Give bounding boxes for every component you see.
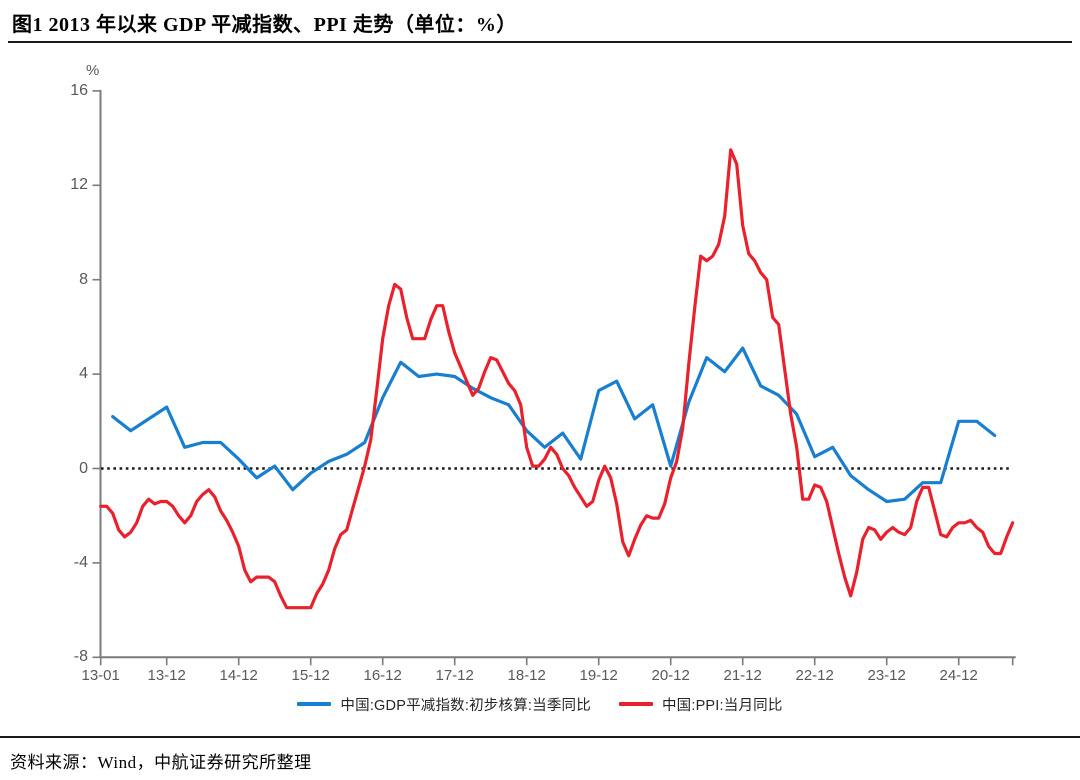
y-axis-unit-label: % [86, 62, 100, 79]
y-tick-label: -8 [73, 648, 88, 666]
x-tick-label: 18-12 [507, 667, 546, 684]
legend-label-gdp-deflator: 中国:GDP平减指数:初步核算:当季同比 [340, 697, 591, 714]
legend-item-ppi: 中国:PPI:当月同比 [618, 694, 783, 715]
ppi-line [99, 148, 1015, 610]
x-tick-label: 16-12 [363, 667, 402, 684]
figure-title: 图1 2013 年以来 GDP 平减指数、PPI 走势（单位：%） [12, 14, 517, 36]
x-tick-label: 20-12 [651, 667, 690, 684]
y-tick-label: -4 [73, 553, 88, 571]
x-tick-label: 14-12 [219, 667, 258, 684]
x-tick-label: 15-12 [291, 667, 330, 684]
legend-item-gdp-deflator: 中国:GDP平减指数:初步核算:当季同比 [297, 694, 591, 715]
legend: 中国:GDP平减指数:初步核算:当季同比 中国:PPI:当月同比 [0, 692, 1080, 716]
ppi-line-swatch-icon [618, 702, 653, 706]
y-tick-label: 12 [70, 176, 88, 194]
x-tick-label: 24-12 [939, 667, 978, 684]
x-tick-label: 19-12 [579, 667, 618, 684]
gdp-line-swatch-icon [297, 702, 332, 706]
y-tick-label: 0 [79, 459, 88, 477]
x-tick-label: 13-12 [147, 667, 186, 684]
legend-label-ppi: 中国:PPI:当月同比 [661, 697, 783, 714]
x-tick-label: 22-12 [795, 667, 834, 684]
title-divider [8, 41, 1072, 43]
x-tick-label: 13-01 [81, 667, 120, 684]
x-tick-label: 23-12 [867, 667, 906, 684]
x-tick-label: 17-12 [435, 667, 474, 684]
y-tick-label: 4 [79, 365, 88, 383]
footer-divider [0, 736, 1080, 738]
y-tick-label: 16 [70, 81, 88, 99]
x-tick-label: 21-12 [723, 667, 762, 684]
gdp-deflator-line [111, 346, 997, 504]
source-note: 资料来源：Wind，中航证券研究所整理 [10, 753, 312, 772]
y-tick-label: 8 [79, 270, 88, 288]
